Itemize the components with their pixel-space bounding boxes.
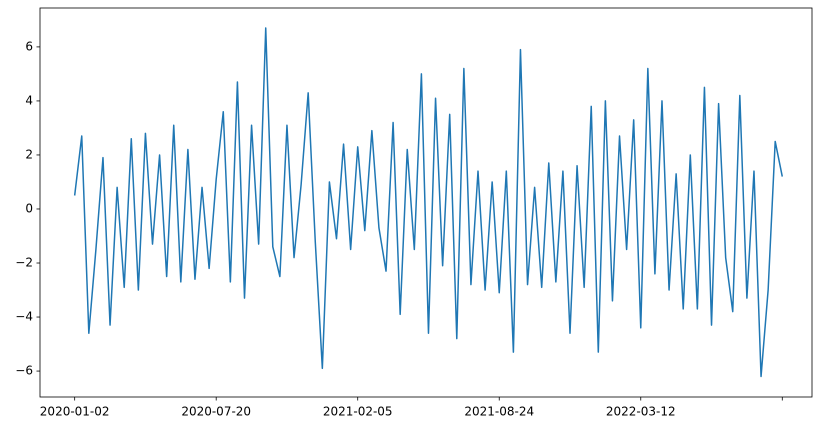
y-tick-label: 0 — [25, 201, 33, 215]
y-tick-label: 6 — [25, 39, 33, 53]
x-tick-label: 2020-01-02 — [40, 405, 110, 419]
plot-frame — [39, 7, 813, 398]
y-tick-label: −6 — [15, 364, 33, 378]
y-tick-label: −2 — [15, 256, 33, 270]
y-tick-label: 4 — [25, 93, 33, 107]
x-tick-label: 2022-03-12 — [606, 405, 676, 419]
x-tick-label: 2021-08-24 — [464, 405, 534, 419]
y-tick-label: 2 — [25, 147, 33, 161]
x-tick-label: 2021-02-05 — [323, 405, 393, 419]
y-tick-label: −4 — [15, 310, 33, 324]
data-line — [73, 27, 784, 378]
x-tick-label: 2020-07-20 — [181, 405, 251, 419]
